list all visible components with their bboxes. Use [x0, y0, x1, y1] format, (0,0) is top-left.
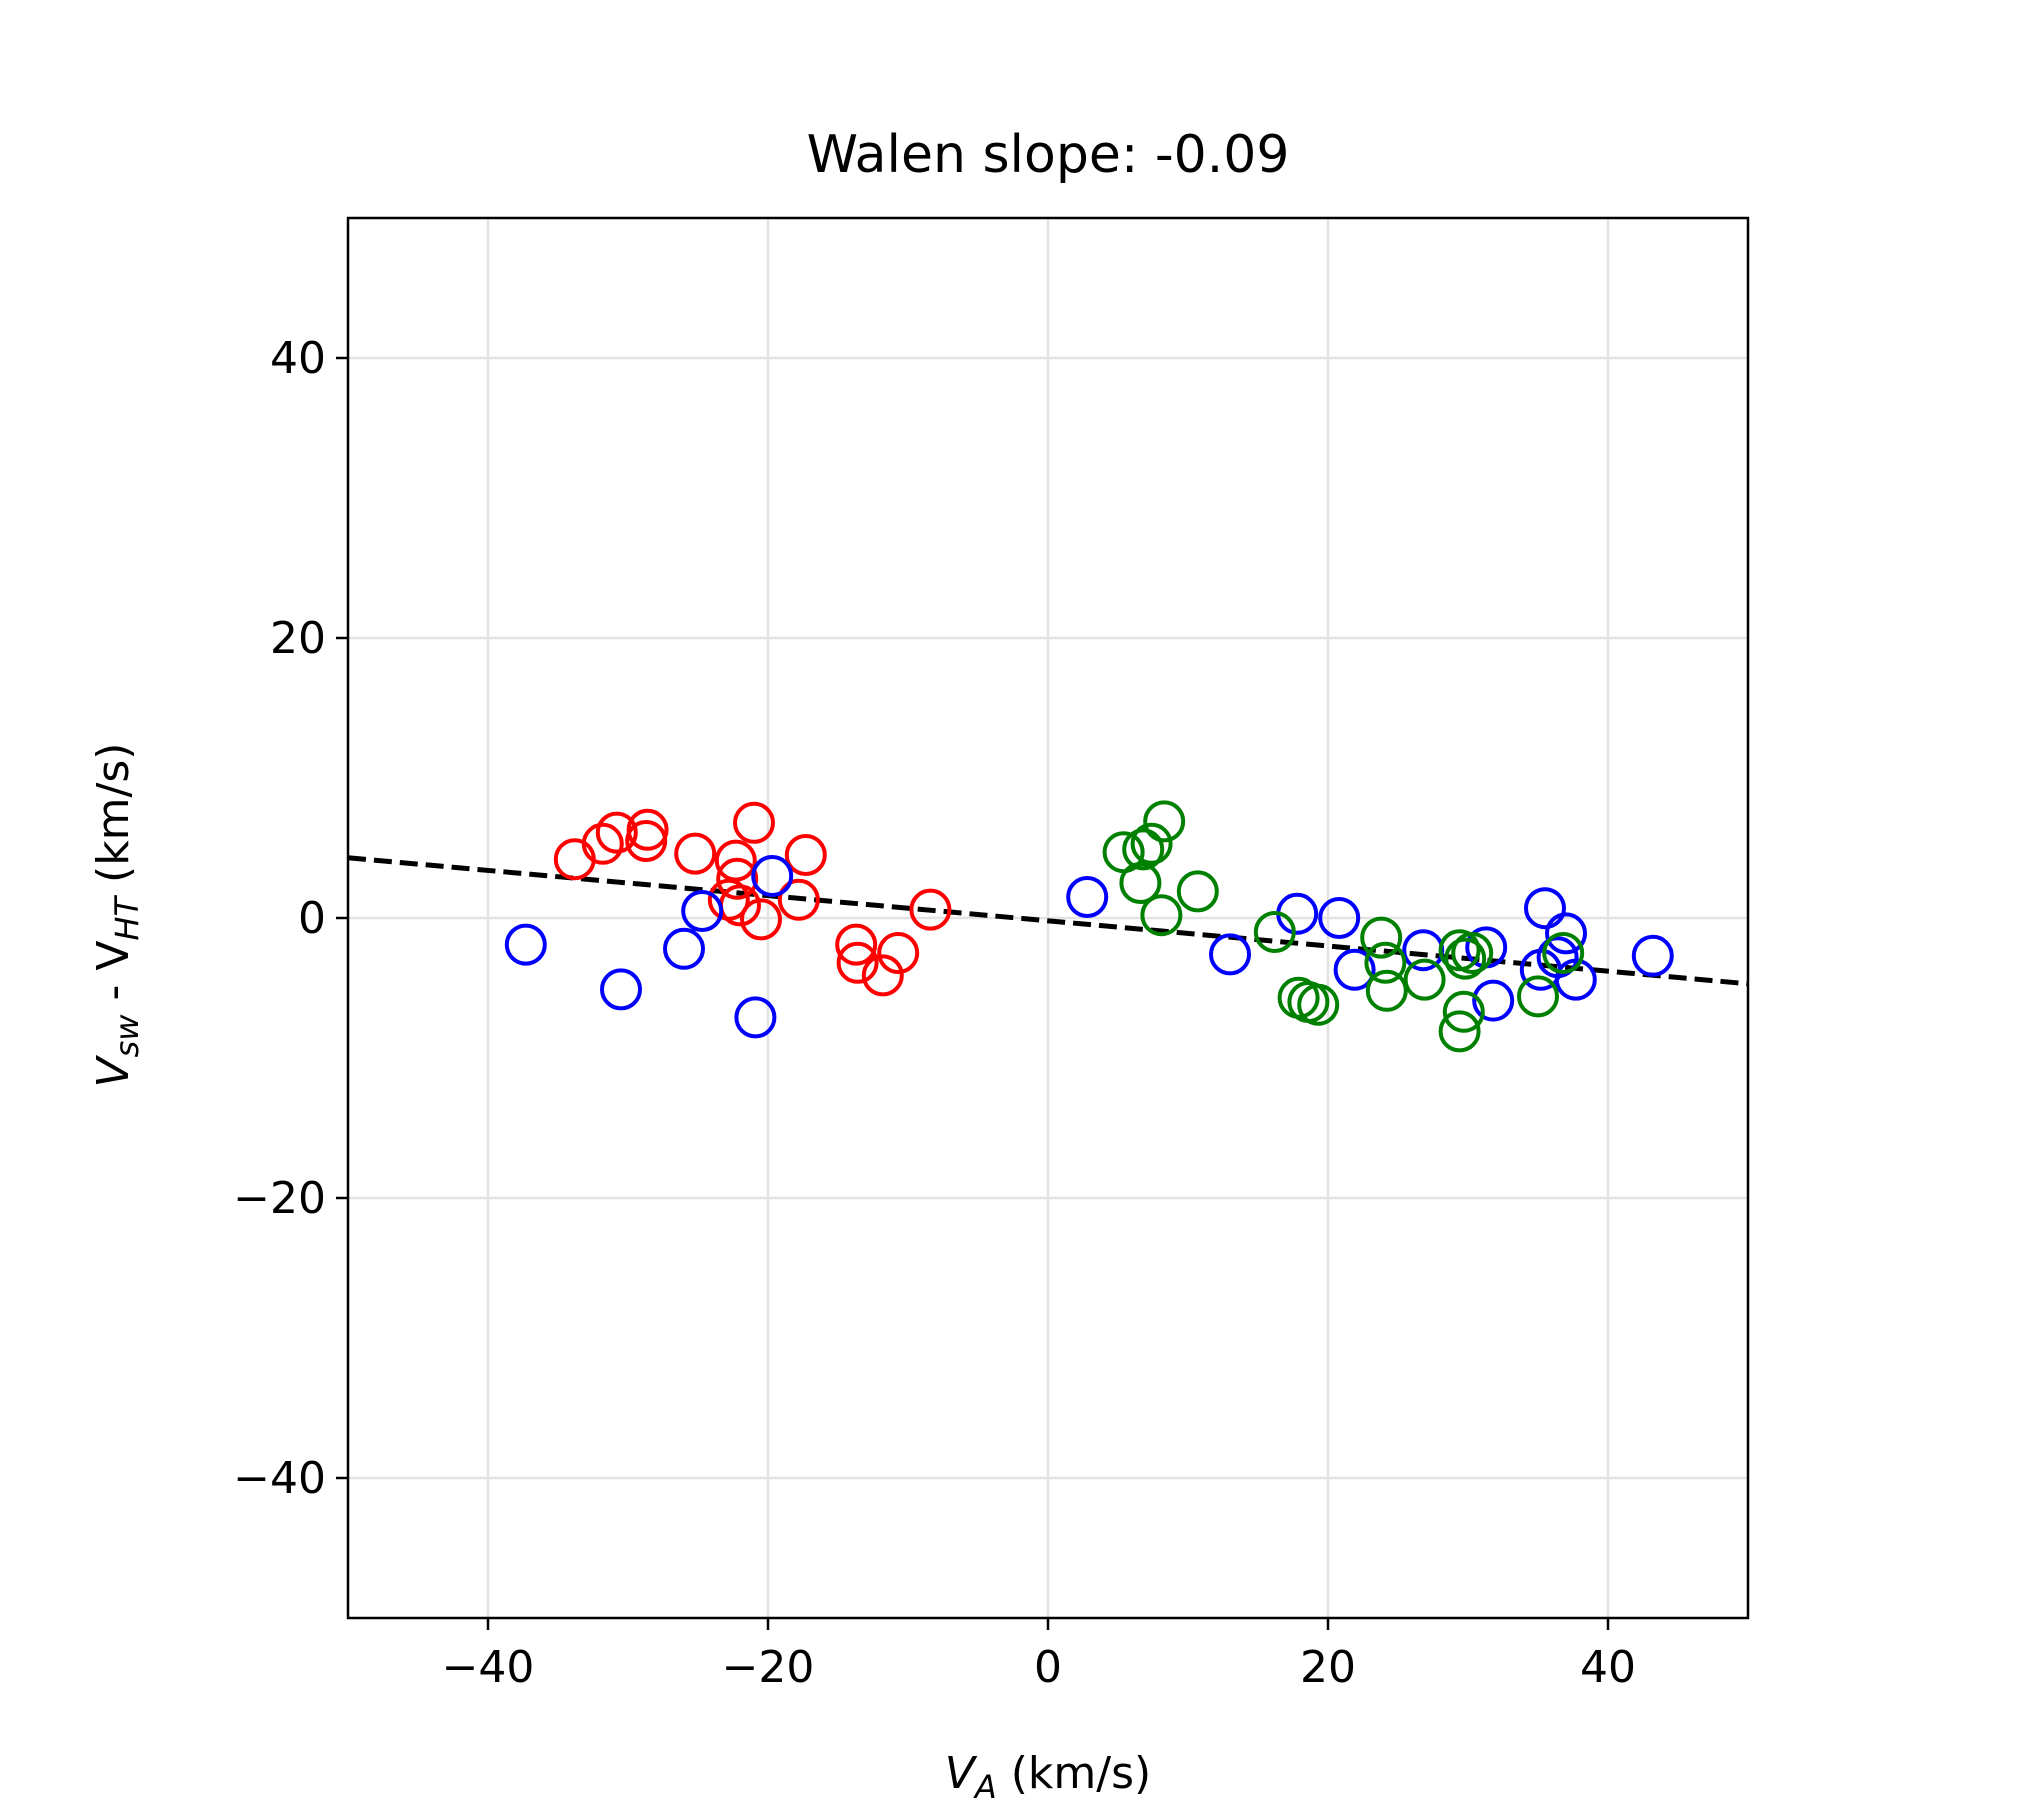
data-point	[600, 968, 642, 1011]
data-point	[1517, 975, 1559, 1018]
data-point	[1403, 958, 1446, 1001]
data-point	[1119, 862, 1162, 904]
x-axis-ticks: −40 −20 0 20 40	[442, 1618, 1636, 1693]
y-axis-label-unit: (km/s)	[88, 743, 139, 897]
data-point	[777, 878, 820, 921]
y-axis-label-mid: - V	[88, 941, 139, 1015]
x-tick-label: −40	[442, 1642, 535, 1693]
y-tick-label: 0	[298, 893, 326, 944]
data-point	[734, 996, 777, 1039]
data-point	[1360, 916, 1403, 959]
data-point	[1524, 887, 1566, 930]
data-point	[836, 941, 879, 984]
chart-title: Walen slope: -0.09	[807, 125, 1290, 185]
x-tick-label: −20	[722, 1642, 815, 1693]
data-point	[1143, 800, 1186, 843]
y-axis-label-sub1: sw	[108, 1014, 146, 1058]
data-point	[1442, 990, 1485, 1033]
grid	[348, 218, 1748, 1618]
x-axis-label-var: V	[945, 1748, 978, 1799]
y-tick-label: −40	[233, 1453, 326, 1504]
data-point	[784, 834, 827, 876]
data-point	[861, 954, 904, 997]
data-point	[581, 822, 624, 865]
y-axis-label-var1: V	[88, 1054, 139, 1087]
data-point	[1130, 822, 1173, 865]
data-point	[716, 857, 759, 900]
data-point	[1554, 958, 1597, 1001]
data-point	[714, 839, 757, 882]
data-point	[1438, 1010, 1481, 1053]
data-point	[740, 898, 782, 941]
data-point	[1318, 897, 1361, 939]
y-axis-label: Vsw - VHT (km/s)	[88, 743, 146, 1088]
data-point	[1364, 941, 1407, 984]
data-point	[1333, 948, 1376, 991]
data-point	[1365, 969, 1408, 1012]
data-point	[681, 890, 724, 932]
y-tick-label: 40	[270, 333, 326, 384]
x-tick-label: 40	[1580, 1642, 1636, 1693]
data-point	[1451, 932, 1494, 974]
data-point	[1140, 894, 1183, 937]
x-tick-label: 20	[1300, 1642, 1356, 1693]
data-point	[751, 855, 794, 897]
data-point	[504, 923, 547, 966]
data-point	[1209, 933, 1251, 976]
y-tick-label: 20	[270, 613, 326, 664]
data-point	[909, 888, 952, 931]
x-axis-label-sub: A	[973, 1768, 997, 1800]
data-point	[733, 801, 775, 844]
data-point	[625, 820, 668, 862]
data-point	[1297, 983, 1340, 1026]
data-point	[1542, 932, 1585, 974]
x-axis-label-unit: (km/s)	[997, 1748, 1151, 1799]
data-point	[877, 932, 920, 974]
data-point	[1122, 828, 1165, 871]
data-point	[674, 832, 717, 875]
data-points	[504, 800, 1674, 1053]
data-point	[1176, 870, 1219, 913]
data-point	[1253, 911, 1296, 953]
y-axis-ticks: −40 −20 0 20 40	[233, 333, 348, 1504]
data-point	[1444, 937, 1487, 980]
data-point	[1066, 876, 1109, 918]
data-point	[1631, 934, 1674, 977]
data-point	[663, 927, 705, 970]
data-point	[835, 923, 878, 966]
data-point	[1545, 912, 1587, 955]
x-axis-label: VA (km/s)	[945, 1748, 1151, 1800]
data-point	[595, 811, 638, 854]
data-point	[1472, 979, 1515, 1022]
y-axis-label-sub2: HT	[108, 895, 146, 941]
x-tick-label: 0	[1034, 1642, 1062, 1693]
y-tick-label: −20	[233, 1173, 326, 1224]
